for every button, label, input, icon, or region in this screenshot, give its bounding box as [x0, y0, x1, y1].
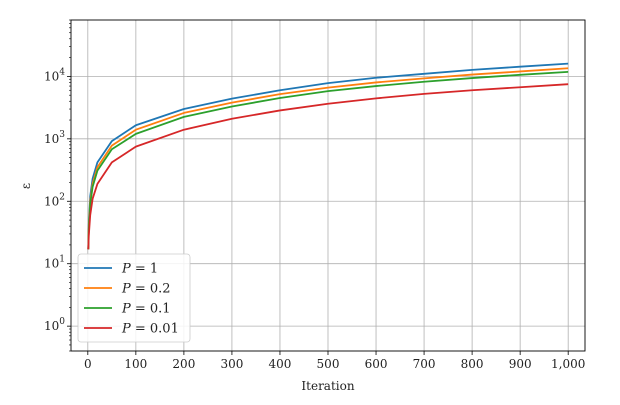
x-tick-label: 700	[413, 357, 436, 371]
x-tick-label: 100	[124, 357, 147, 371]
legend-entry: P = 0.2	[121, 282, 171, 297]
y-tick-label: 100	[44, 317, 65, 333]
y-axis-label: ε	[19, 183, 33, 189]
legend-box	[77, 253, 191, 343]
y-tick-label: 102	[44, 192, 65, 208]
x-tick-label: 600	[365, 357, 388, 371]
legend-entry: P = 1	[121, 262, 158, 277]
x-tick-label: 800	[461, 357, 484, 371]
series-line-2	[87, 71, 569, 250]
x-tick-label: 500	[317, 357, 340, 371]
x-tick-label: 0	[84, 357, 92, 371]
y-tick-label: 101	[44, 255, 65, 271]
x-tick-label: 400	[269, 357, 292, 371]
legend-entry: P = 0.01	[121, 322, 179, 337]
y-axis-ticks: 100 101 102 103 104	[44, 19, 71, 352]
y-tick-label: 104	[44, 67, 65, 83]
x-tick-label: 300	[220, 357, 243, 371]
series-lines	[87, 62, 569, 250]
legend-entry: P = 0.1	[121, 302, 171, 317]
x-axis-ticks: 0 100 200 300 400 500 600 700 800 900 1,000	[84, 351, 585, 371]
x-tick-label: 200	[172, 357, 195, 371]
x-tick-label: 1,000	[551, 357, 585, 371]
series-line-3	[87, 83, 569, 250]
x-axis-label: Iteration	[301, 379, 354, 393]
y-tick-label: 103	[44, 130, 65, 146]
x-tick-label: 900	[509, 357, 532, 371]
legend: P = 1 P = 0.2 P = 0.1 P = 0.01	[77, 253, 191, 343]
